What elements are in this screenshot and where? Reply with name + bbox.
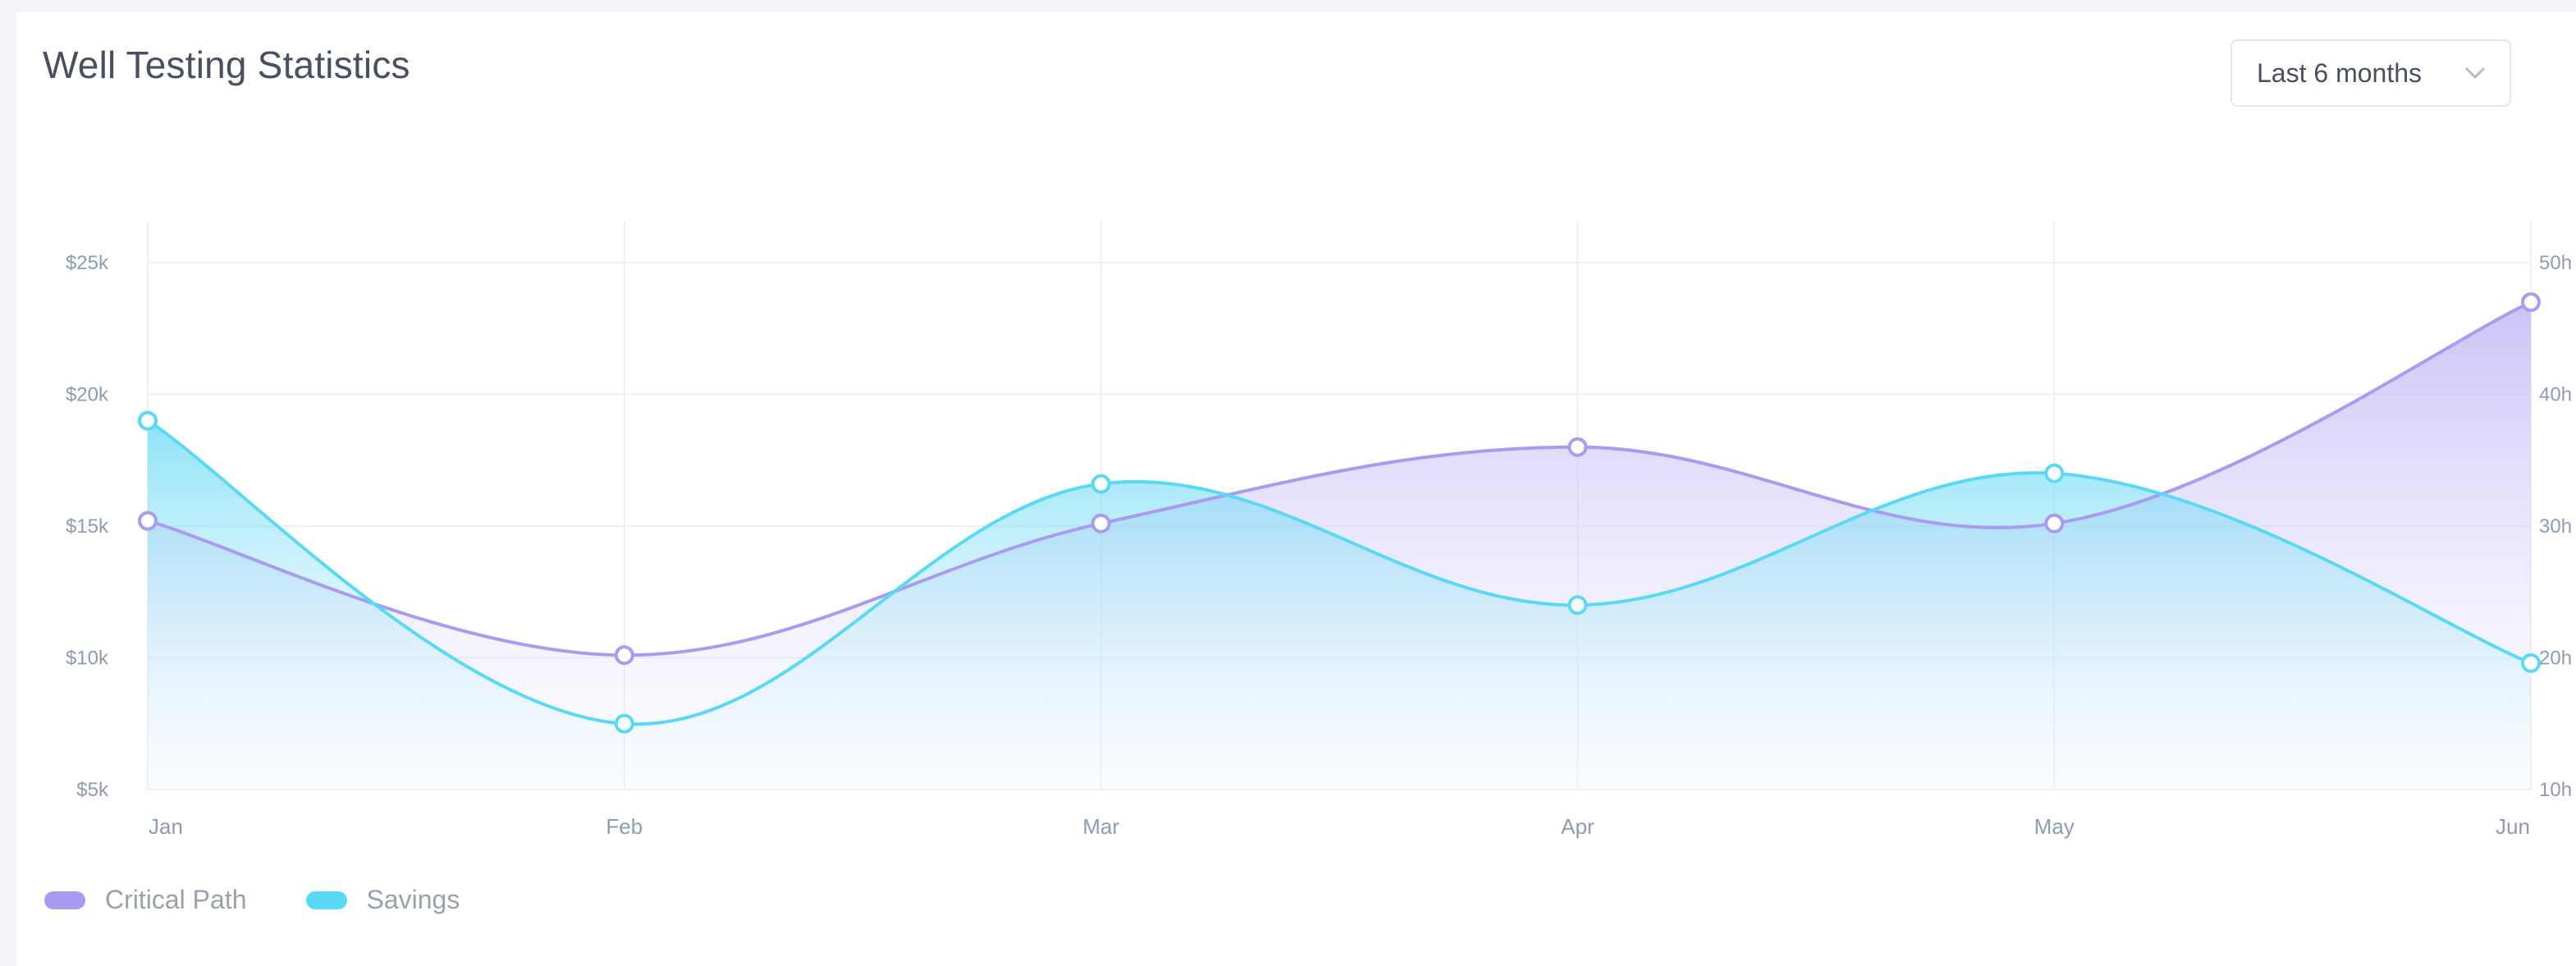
y-right-tick-label: 30h	[2539, 515, 2572, 538]
line-savings	[146, 419, 2532, 726]
y-right-tick-label: 10h	[2539, 779, 2572, 801]
y-left-tick-label: $25k	[66, 252, 109, 274]
chart-legend: Critical Path Savings	[44, 885, 519, 915]
point-critical-path[interactable]	[614, 645, 634, 666]
x-tick-label: Jun	[2496, 814, 2530, 839]
x-tick-label: Feb	[606, 814, 643, 839]
point-savings[interactable]	[138, 410, 158, 431]
y-left-tick-label: $20k	[66, 384, 109, 406]
point-critical-path[interactable]	[1567, 437, 1588, 457]
point-savings[interactable]	[614, 713, 634, 734]
point-critical-path[interactable]	[2044, 513, 2065, 533]
series-lines	[146, 300, 2532, 726]
point-critical-path[interactable]	[138, 510, 158, 531]
point-savings[interactable]	[2521, 652, 2541, 673]
line-critical-path	[147, 300, 2532, 657]
point-critical-path[interactable]	[2521, 292, 2541, 313]
point-savings[interactable]	[2044, 463, 2065, 483]
time-range-select[interactable]: Last 6 months	[2231, 39, 2511, 107]
legend-swatch-savings	[305, 890, 347, 909]
card-title: Well Testing Statistics	[43, 43, 410, 86]
series-areas	[148, 302, 2531, 790]
time-range-value: Last 6 months	[2257, 57, 2422, 88]
legend-label-savings: Savings	[366, 885, 460, 914]
x-tick-label: May	[2034, 814, 2075, 839]
legend-item-savings[interactable]: Savings	[305, 885, 460, 915]
y-left-tick-label: $5k	[76, 779, 109, 801]
data-points	[138, 292, 2541, 734]
x-tick-label: Jan	[149, 814, 183, 839]
legend-item-critical-path[interactable]: Critical Path	[44, 885, 247, 915]
point-savings[interactable]	[1567, 595, 1588, 616]
y-right-tick-label: 50h	[2539, 252, 2572, 274]
legend-swatch-critical-path	[44, 890, 85, 909]
chevron-down-icon	[2465, 67, 2485, 79]
y-right-tick-label: 40h	[2539, 384, 2572, 406]
y-left-tick-label: $15k	[66, 515, 109, 538]
y-right-tick-label: 20h	[2539, 648, 2572, 670]
x-tick-label: Mar	[1082, 814, 1119, 839]
point-critical-path[interactable]	[1091, 513, 1111, 533]
legend-label-critical-path: Critical Path	[105, 885, 247, 914]
axis-ticks: $5k 10h $10k 20h $15k 30h $20k 40h $25k 50h Jan Feb…	[66, 252, 2572, 839]
point-savings[interactable]	[1091, 474, 1111, 494]
x-tick-label: Apr	[1561, 814, 1595, 839]
y-left-tick-label: $10k	[66, 648, 109, 670]
